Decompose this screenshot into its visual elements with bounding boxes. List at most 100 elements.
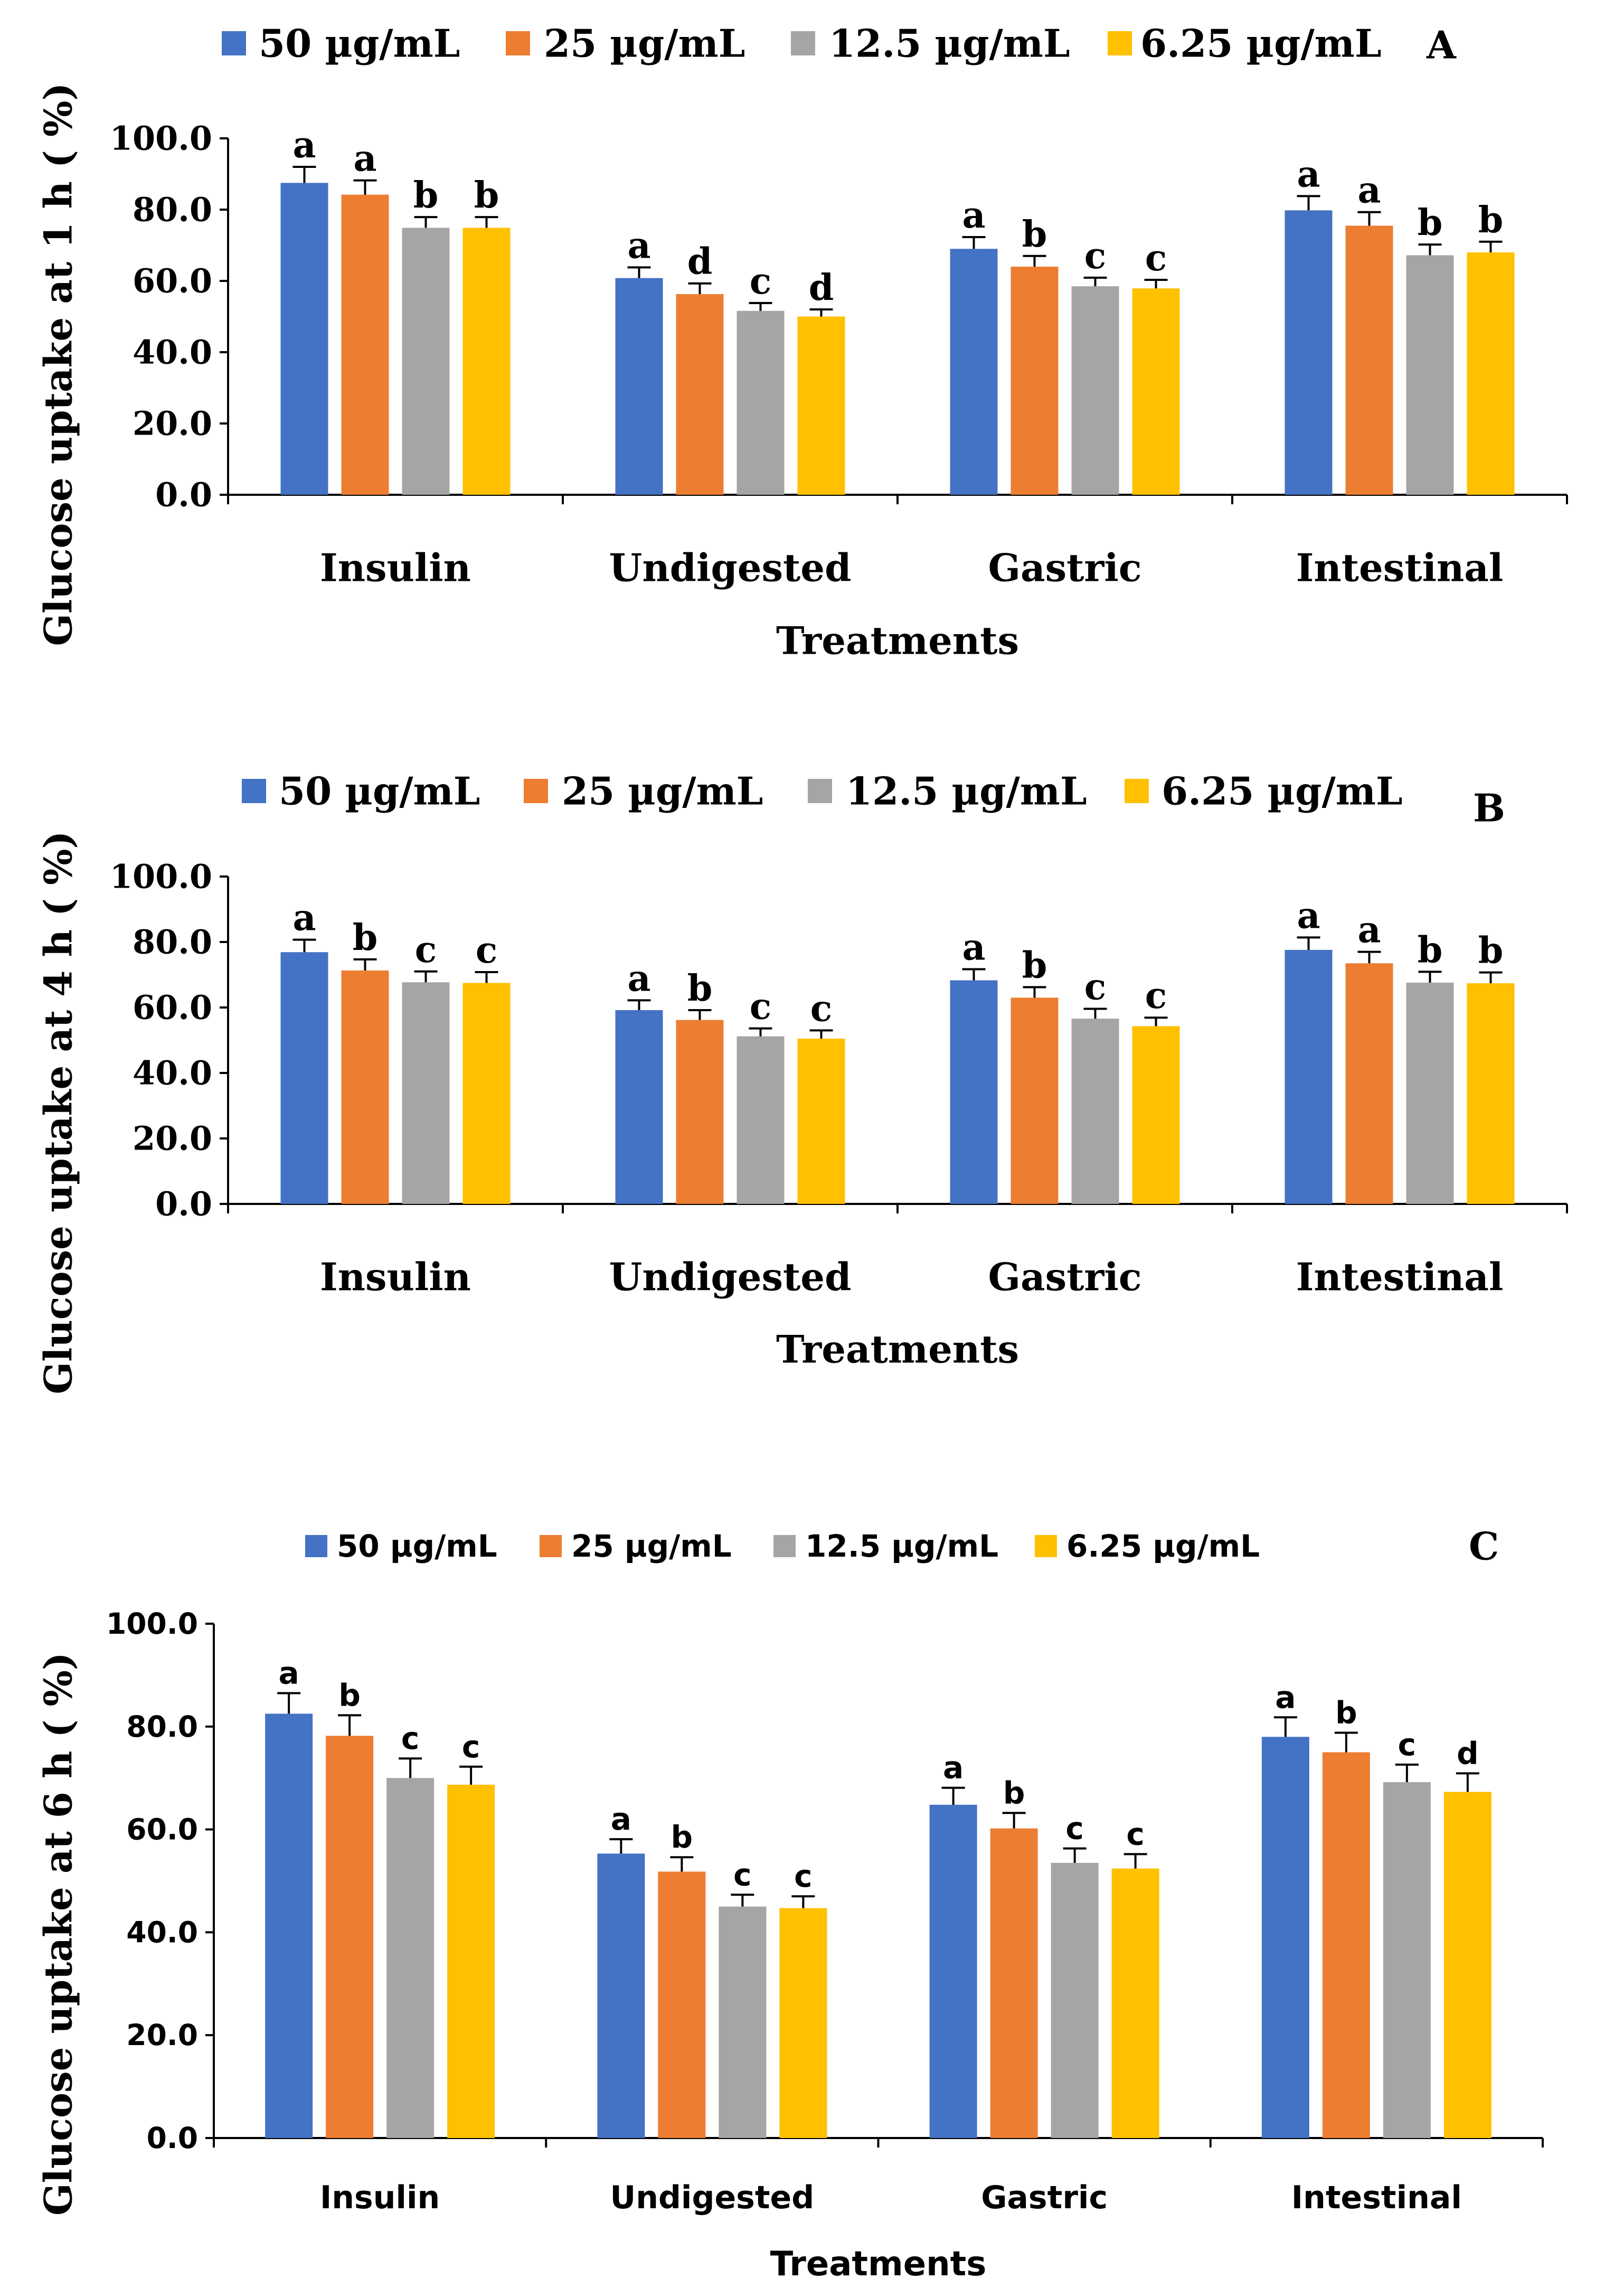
chart-panel-b: 50 µg/mL 25 µg/mL 12.5 µg/mL 6.25 µg/mL B 0.0…	[36, 769, 1568, 1395]
bar-insulin-series-3	[402, 982, 450, 1204]
significance-letter: c	[1126, 1816, 1144, 1852]
x-axis-title: Treatments	[770, 2245, 987, 2279]
significance-letter: a	[292, 897, 316, 939]
significance-letter: b	[338, 1677, 361, 1713]
y-tick-label: 20.0	[133, 1119, 212, 1158]
bar-gastric-series-4	[1132, 288, 1180, 495]
bar-insulin-series-1	[280, 952, 328, 1204]
y-tick-label: 60.0	[133, 988, 212, 1027]
significance-letter: c	[750, 260, 771, 303]
bar-insulin-series-4	[462, 983, 511, 1204]
legend-swatch-3	[791, 31, 815, 55]
y-tick-label: 20.0	[126, 2018, 198, 2052]
y-tick-label: 40.0	[133, 333, 212, 372]
y-axis-title: Glucose uptake at 1 h ( %)	[36, 83, 81, 646]
significance-letter: a	[1357, 169, 1381, 212]
legend-swatch-1	[222, 31, 246, 55]
significance-letter: b	[671, 1819, 693, 1855]
y-axis-title: Glucose uptake at 6 h ( %)	[36, 1652, 81, 2216]
x-axis-title: Treatments	[776, 1327, 1019, 1372]
bar-intestinal-series-3	[1406, 255, 1454, 495]
bar-undigested-series-4	[779, 1908, 827, 2138]
x-category-label: Insulin	[320, 2179, 440, 2216]
y-tick-label: 80.0	[133, 191, 212, 229]
significance-letter: a	[962, 926, 985, 968]
significance-letter: a	[292, 124, 316, 166]
significance-letter: c	[794, 1858, 812, 1894]
bar-insulin-series-4	[447, 1784, 495, 2138]
significance-letter: b	[1003, 1775, 1025, 1811]
significance-letter: b	[1022, 945, 1047, 987]
legend-label-3: 12.5 µg/mL	[829, 21, 1070, 66]
bar-intestinal-series-1	[1261, 1737, 1309, 2138]
y-tick-label: 0.0	[155, 476, 212, 514]
panel-label: B	[1473, 786, 1505, 831]
bar-gastric-series-3	[1071, 286, 1119, 495]
bar-gastric-series-2	[1011, 997, 1059, 1204]
legend-label-2: 25 µg/mL	[562, 769, 763, 814]
legend-swatch-4	[1108, 31, 1132, 55]
y-tick-label: 60.0	[133, 262, 212, 300]
significance-letter: b	[1418, 929, 1443, 971]
bar-undigested-series-1	[597, 1853, 645, 2138]
significance-letter: a	[943, 1750, 964, 1786]
legend-label-2: 25 µg/mL	[571, 1528, 732, 1564]
bar-undigested-series-1	[615, 278, 663, 495]
bar-intestinal-series-2	[1345, 225, 1393, 495]
significance-letter: c	[476, 929, 497, 972]
bar-insulin-series-3	[386, 1778, 435, 2138]
x-category-label: Insulin	[320, 545, 471, 590]
significance-letter: b	[413, 174, 439, 216]
bar-gastric-series-3	[1071, 1019, 1119, 1204]
x-category-label: Undigested	[609, 1255, 852, 1299]
significance-letter: c	[750, 986, 771, 1028]
legend-label-1: 50 µg/mL	[337, 1528, 497, 1564]
bar-undigested-series-1	[615, 1010, 663, 1204]
bar-gastric-series-2	[1011, 267, 1059, 495]
bar-insulin-series-2	[341, 194, 389, 495]
significance-letter: d	[687, 241, 713, 283]
x-category-label: Gastric	[988, 545, 1141, 590]
y-tick-label: 20.0	[133, 404, 212, 443]
significance-letter: c	[401, 1720, 419, 1756]
significance-letter: d	[809, 267, 834, 309]
bar-gastric-series-2	[990, 1828, 1038, 2138]
legend-label-4: 6.25 µg/mL	[1066, 1528, 1260, 1564]
significance-letter: a	[1275, 1679, 1296, 1715]
significance-letter: c	[415, 929, 437, 971]
y-tick-label: 0.0	[147, 2121, 198, 2155]
legend-label-1: 50 µg/mL	[279, 769, 480, 814]
bar-intestinal-series-4	[1467, 983, 1515, 1204]
legend-label-1: 50 µg/mL	[259, 21, 460, 66]
x-category-label: Insulin	[320, 1255, 471, 1299]
significance-letter: a	[1297, 894, 1320, 937]
bar-gastric-series-4	[1132, 1026, 1180, 1204]
bar-undigested-series-2	[658, 1871, 706, 2138]
significance-letter: b	[353, 917, 378, 959]
legend-label-4: 6.25 µg/mL	[1140, 21, 1382, 66]
x-category-label: Intestinal	[1296, 545, 1504, 590]
y-tick-label: 80.0	[126, 1710, 198, 1744]
significance-letter: c	[810, 987, 832, 1030]
significance-letter: a	[1357, 909, 1381, 952]
bar-intestinal-series-3	[1406, 982, 1454, 1204]
chart-panel-c: 50 µg/mL 25 µg/mL 12.5 µg/mL 6.25 µg/mL C 0.0…	[36, 1524, 1544, 2279]
significance-letter: a	[627, 224, 650, 267]
bar-undigested-series-4	[797, 1038, 845, 1204]
bar-intestinal-series-4	[1467, 252, 1515, 495]
panel-label: A	[1426, 23, 1457, 68]
bar-insulin-series-4	[462, 228, 511, 495]
legend-label-3: 12.5 µg/mL	[805, 1528, 998, 1564]
y-tick-label: 80.0	[133, 923, 212, 962]
significance-letter: a	[962, 194, 985, 237]
significance-letter: d	[1457, 1735, 1479, 1771]
significance-letter: b	[1478, 199, 1504, 241]
legend-swatch-1	[242, 779, 266, 803]
x-category-label: Undigested	[609, 545, 852, 590]
y-tick-label: 40.0	[133, 1054, 212, 1093]
bar-gastric-series-4	[1111, 1868, 1159, 2138]
significance-letter: c	[1145, 975, 1167, 1017]
bar-gastric-series-1	[950, 249, 998, 495]
x-category-label: Undigested	[610, 2179, 815, 2216]
legend-swatch-3	[808, 779, 832, 803]
